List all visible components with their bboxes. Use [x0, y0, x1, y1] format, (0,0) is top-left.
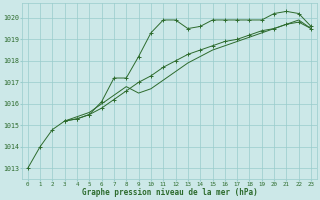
X-axis label: Graphe pression niveau de la mer (hPa): Graphe pression niveau de la mer (hPa)	[82, 188, 257, 197]
